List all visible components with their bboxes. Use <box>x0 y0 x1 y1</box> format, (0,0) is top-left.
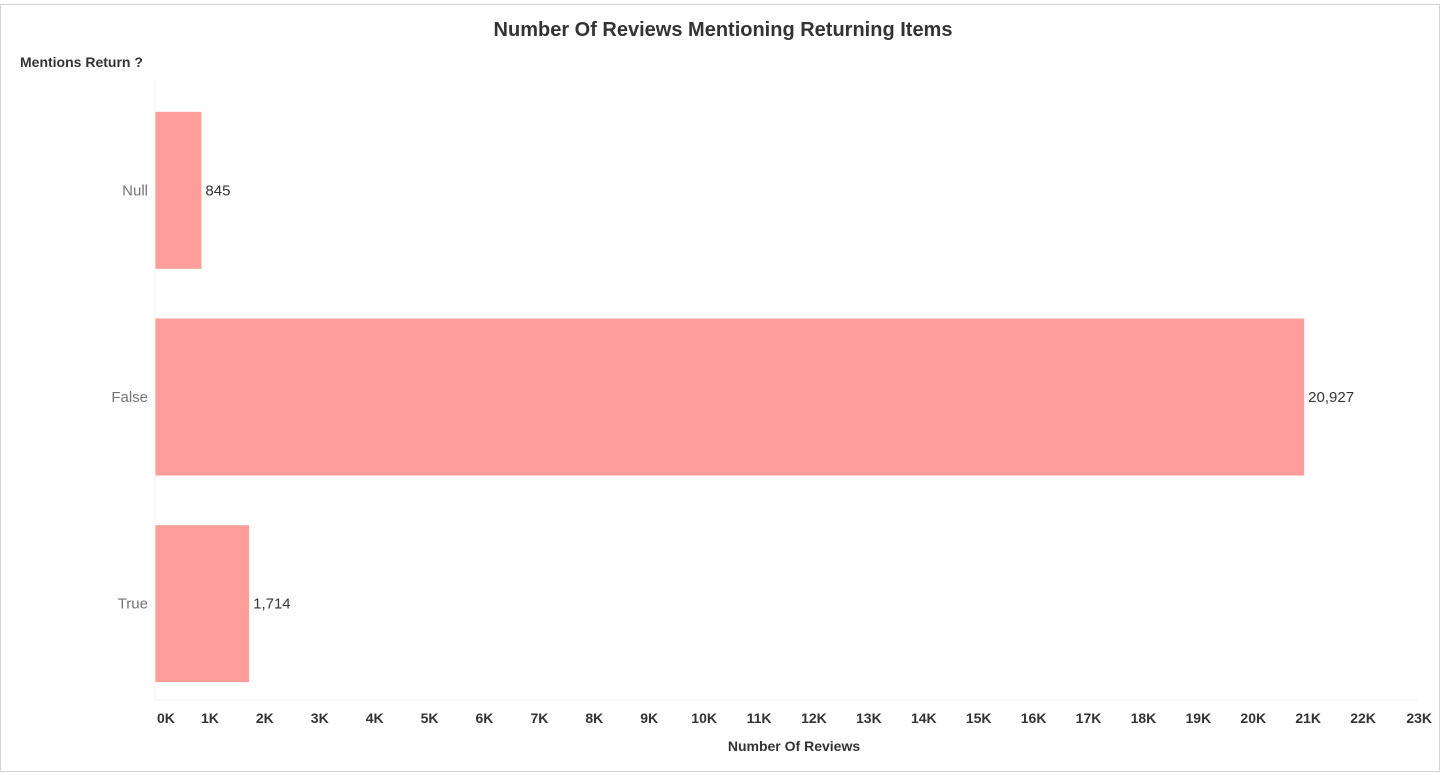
x-tick-label: 8K <box>585 710 603 726</box>
x-tick-label: 18K <box>1131 710 1157 726</box>
value-labels: 845 20,927 1,714 <box>205 182 1354 612</box>
x-tick-label: 7K <box>530 710 548 726</box>
x-tick-label: 15K <box>966 710 992 726</box>
x-tick-label: 13K <box>856 710 882 726</box>
x-tick-label: 0K <box>157 710 175 726</box>
value-label-null: 845 <box>205 182 230 199</box>
x-axis-ticks: 0K 1K 2K 3K 4K 5K 6K 7K 8K 9K 10K 11K 12K 13K 14K 15K 16… <box>157 710 1432 726</box>
x-tick-label: 11K <box>747 710 772 726</box>
x-tick-label: 1K <box>201 710 219 726</box>
bar-true[interactable] <box>155 525 250 683</box>
x-tick-label: 17K <box>1076 710 1102 726</box>
x-tick-label: 22K <box>1350 710 1376 726</box>
bar-null[interactable] <box>155 111 202 269</box>
value-label-true: 1,714 <box>253 596 291 613</box>
x-tick-label: 2K <box>256 710 274 726</box>
category-labels: Null False True <box>111 182 148 612</box>
dimension-header: Mentions Return ? <box>20 54 143 70</box>
value-label-false: 20,927 <box>1308 389 1354 406</box>
bars-layer <box>155 111 1305 683</box>
x-tick-label: 12K <box>801 710 827 726</box>
x-tick-label: 19K <box>1186 710 1212 726</box>
x-tick-label: 14K <box>911 710 937 726</box>
bar-false[interactable] <box>155 318 1305 476</box>
x-tick-label: 5K <box>421 710 439 726</box>
x-tick-label: 20K <box>1240 710 1266 726</box>
x-tick-label: 6K <box>476 710 494 726</box>
category-label-true: True <box>118 596 148 613</box>
x-tick-label: 23K <box>1406 710 1432 726</box>
x-tick-label: 4K <box>366 710 384 726</box>
category-label-false: False <box>111 389 148 406</box>
x-axis-title: Number Of Reviews <box>728 738 860 754</box>
x-tick-label: 10K <box>691 710 717 726</box>
x-tick-label: 3K <box>311 710 329 726</box>
x-tick-label: 21K <box>1295 710 1321 726</box>
category-label-null: Null <box>122 182 148 199</box>
x-tick-label: 16K <box>1021 710 1047 726</box>
chart-title: Number Of Reviews Mentioning Returning I… <box>493 19 953 41</box>
x-tick-label: 9K <box>640 710 658 726</box>
